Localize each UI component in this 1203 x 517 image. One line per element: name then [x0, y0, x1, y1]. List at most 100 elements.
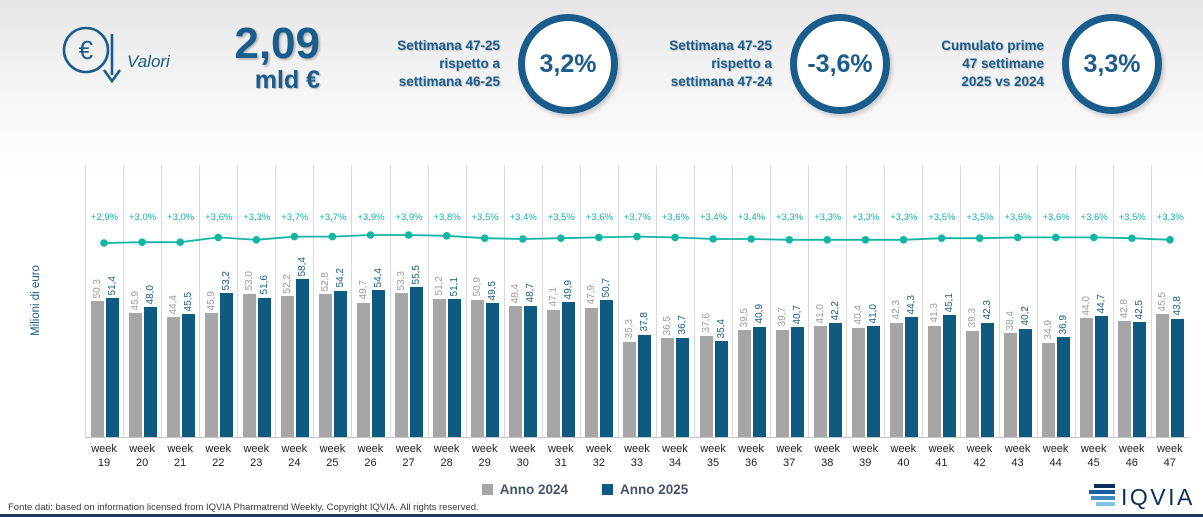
week-column-32: +3,6% 47,9 50,7: [579, 165, 618, 437]
week-column-37: +3,3% 39,7 40,7: [770, 165, 808, 437]
bar-anno-2025: 42,5: [1133, 300, 1147, 437]
legend-swatch: [602, 484, 613, 495]
week-column-42: +3,5% 39,3 42,3: [960, 165, 998, 437]
week-column-36: +3,4% 39,5 40,9: [732, 165, 770, 437]
growth-pct-label: +3,7%: [319, 212, 347, 223]
bar-value-label: 39,3: [966, 308, 978, 328]
bar-value-label: 45,9: [205, 290, 217, 311]
week-column-44: +3,6% 34,9 36,9: [1036, 165, 1075, 437]
bar-anno-2025: 48,7: [524, 283, 538, 437]
bar-value-label: 42,8: [1119, 298, 1131, 319]
bar-value-label: 39,7: [776, 307, 788, 327]
bar-anno-2025: 48,0: [143, 285, 157, 437]
growth-pct-label: +3,6%: [1080, 212, 1108, 223]
week-column-40: +3,3% 42,3 44,3: [884, 165, 922, 437]
week-column-39: +3,3% 40,4 41,0: [846, 165, 884, 437]
bar-anno-2025: 37,8: [638, 312, 652, 437]
x-tick-week-34: week 34: [662, 443, 688, 469]
week-column-22: +3,6% 45,9 53,2: [199, 165, 237, 437]
bar-anno-2024: 53,0: [242, 271, 256, 437]
kpi-badge-1: Settimana 47-25 rispetto a settimana 46-25…: [372, 14, 618, 114]
bar-anno-2025: 45,5: [181, 292, 195, 437]
x-tick-week-22: week 22: [205, 443, 232, 469]
x-tick-week-47: week 47: [1156, 443, 1183, 469]
bar-value-label: 55,5: [411, 264, 423, 285]
bar-value-label: 42,5: [1134, 299, 1146, 320]
growth-pct-label: +3,7%: [623, 212, 651, 223]
bar-anno-2025: 44,7: [1095, 294, 1109, 437]
bar-anno-2025: 49,5: [486, 281, 500, 437]
x-tick-week-41: week 41: [928, 443, 955, 469]
week-column-28: +3,8% 51,2 51,1: [427, 165, 466, 437]
x-tick-week-44: week 44: [1042, 443, 1069, 469]
kpi-badge-2: Settimana 47-25 rispetto a settimana 47-24…: [644, 14, 890, 114]
x-tick-week-19: week 19: [91, 443, 117, 469]
x-tick-week-21: week 21: [167, 443, 193, 469]
growth-pct-label: +3,3%: [890, 212, 918, 223]
growth-pct-label: +3,0%: [167, 212, 195, 223]
bar-value-label: 42,3: [890, 300, 902, 320]
badge-label: Cumulato prime 47 settimane 2025 vs 2024: [941, 38, 1044, 89]
growth-pct-label: +3,5%: [471, 212, 499, 223]
bar-value-label: 51,2: [434, 276, 446, 296]
growth-pct-label: +3,6%: [1042, 212, 1070, 223]
bar-anno-2024: 52,2: [280, 274, 294, 437]
chart-plot: +2,9% 50,3 51,4 +3,0% 45,9 48,0 +3,0% 44,4 45,5 +…: [85, 165, 1189, 438]
x-tick-week-45: week 45: [1080, 443, 1107, 469]
bar-value-label: 48,4: [510, 283, 522, 304]
x-tick-week-20: week 20: [129, 443, 155, 469]
x-tick-week-31: week 31: [547, 443, 574, 469]
week-column-33: +3,7% 35,3 37,8: [617, 165, 656, 437]
bar-anno-2025: 51,1: [448, 277, 462, 437]
week-column-27: +3,9% 53,3 55,5: [389, 165, 428, 437]
bar-anno-2025: 51,4: [105, 276, 119, 437]
bar-value-label: 45,9: [129, 290, 141, 311]
bar-value-label: 43,8: [1172, 296, 1184, 316]
bar-anno-2024: 44,0: [1080, 296, 1094, 437]
badge-label: Settimana 47-25 rispetto a settimana 47-24: [669, 38, 772, 89]
bar-anno-2025: 54,4: [371, 268, 385, 437]
bar-value-label: 35,4: [715, 318, 727, 339]
bar-anno-2025: 43,8: [1171, 296, 1185, 437]
week-column-46: +3,5% 42,8 42,5: [1112, 165, 1151, 437]
iqvia-logo-text: IQVIA: [1121, 484, 1195, 510]
badges: Settimana 47-25 rispetto a settimana 46-25…: [372, 14, 1162, 114]
x-tick-week-37: week 37: [776, 443, 802, 469]
bar-anno-2024: 45,5: [1156, 292, 1170, 437]
week-column-43: +3,6% 38,4 40,2: [998, 165, 1037, 437]
bar-anno-2025: 40,7: [790, 305, 804, 437]
growth-pct-label: +3,6%: [661, 212, 690, 223]
x-tick-week-28: week 28: [433, 443, 460, 469]
bar-anno-2025: 40,9: [752, 304, 766, 437]
bar-anno-2025: 42,3: [980, 300, 994, 437]
growth-pct-label: +3,4%: [509, 212, 537, 223]
x-tick-week-33: week 33: [624, 443, 650, 469]
bar-value-label: 49,5: [487, 280, 499, 301]
bar-value-label: 42,3: [981, 300, 993, 320]
kpi-value: 2,09: [234, 19, 320, 68]
growth-pct-label: +3,6%: [585, 212, 613, 223]
bar-value-label: 35,3: [624, 319, 636, 339]
bar-anno-2024: 41,0: [813, 304, 827, 437]
x-tick-week-40: week 40: [890, 443, 917, 469]
growth-pct-label: +2,9%: [90, 212, 119, 223]
bar-anno-2024: 51,2: [433, 276, 447, 437]
bar-value-label: 47,1: [548, 287, 560, 307]
badge-value-circle: 3,3%: [1062, 14, 1162, 114]
bar-value-label: 52,8: [319, 271, 331, 292]
bar-value-label: 53,2: [220, 270, 232, 291]
legend-item-anno-2024: Anno 2024: [481, 482, 568, 497]
bar-value-label: 51,6: [258, 275, 270, 295]
bar-value-label: 44,4: [167, 294, 179, 315]
week-column-38: +3,3% 41,0 42,2: [808, 165, 846, 437]
bar-value-label: 48,7: [525, 283, 537, 303]
x-tick-week-26: week 26: [357, 443, 384, 469]
week-column-21: +3,0% 44,4 45,5: [161, 165, 199, 437]
bar-anno-2024: 45,9: [128, 291, 142, 437]
bar-anno-2024: 42,3: [889, 300, 903, 437]
week-column-41: +3,5% 41,3 45,1: [922, 165, 960, 437]
bar-value-label: 58,4: [296, 256, 308, 277]
x-tick-week-27: week 27: [395, 443, 422, 469]
x-tick-week-25: week 25: [319, 443, 346, 469]
